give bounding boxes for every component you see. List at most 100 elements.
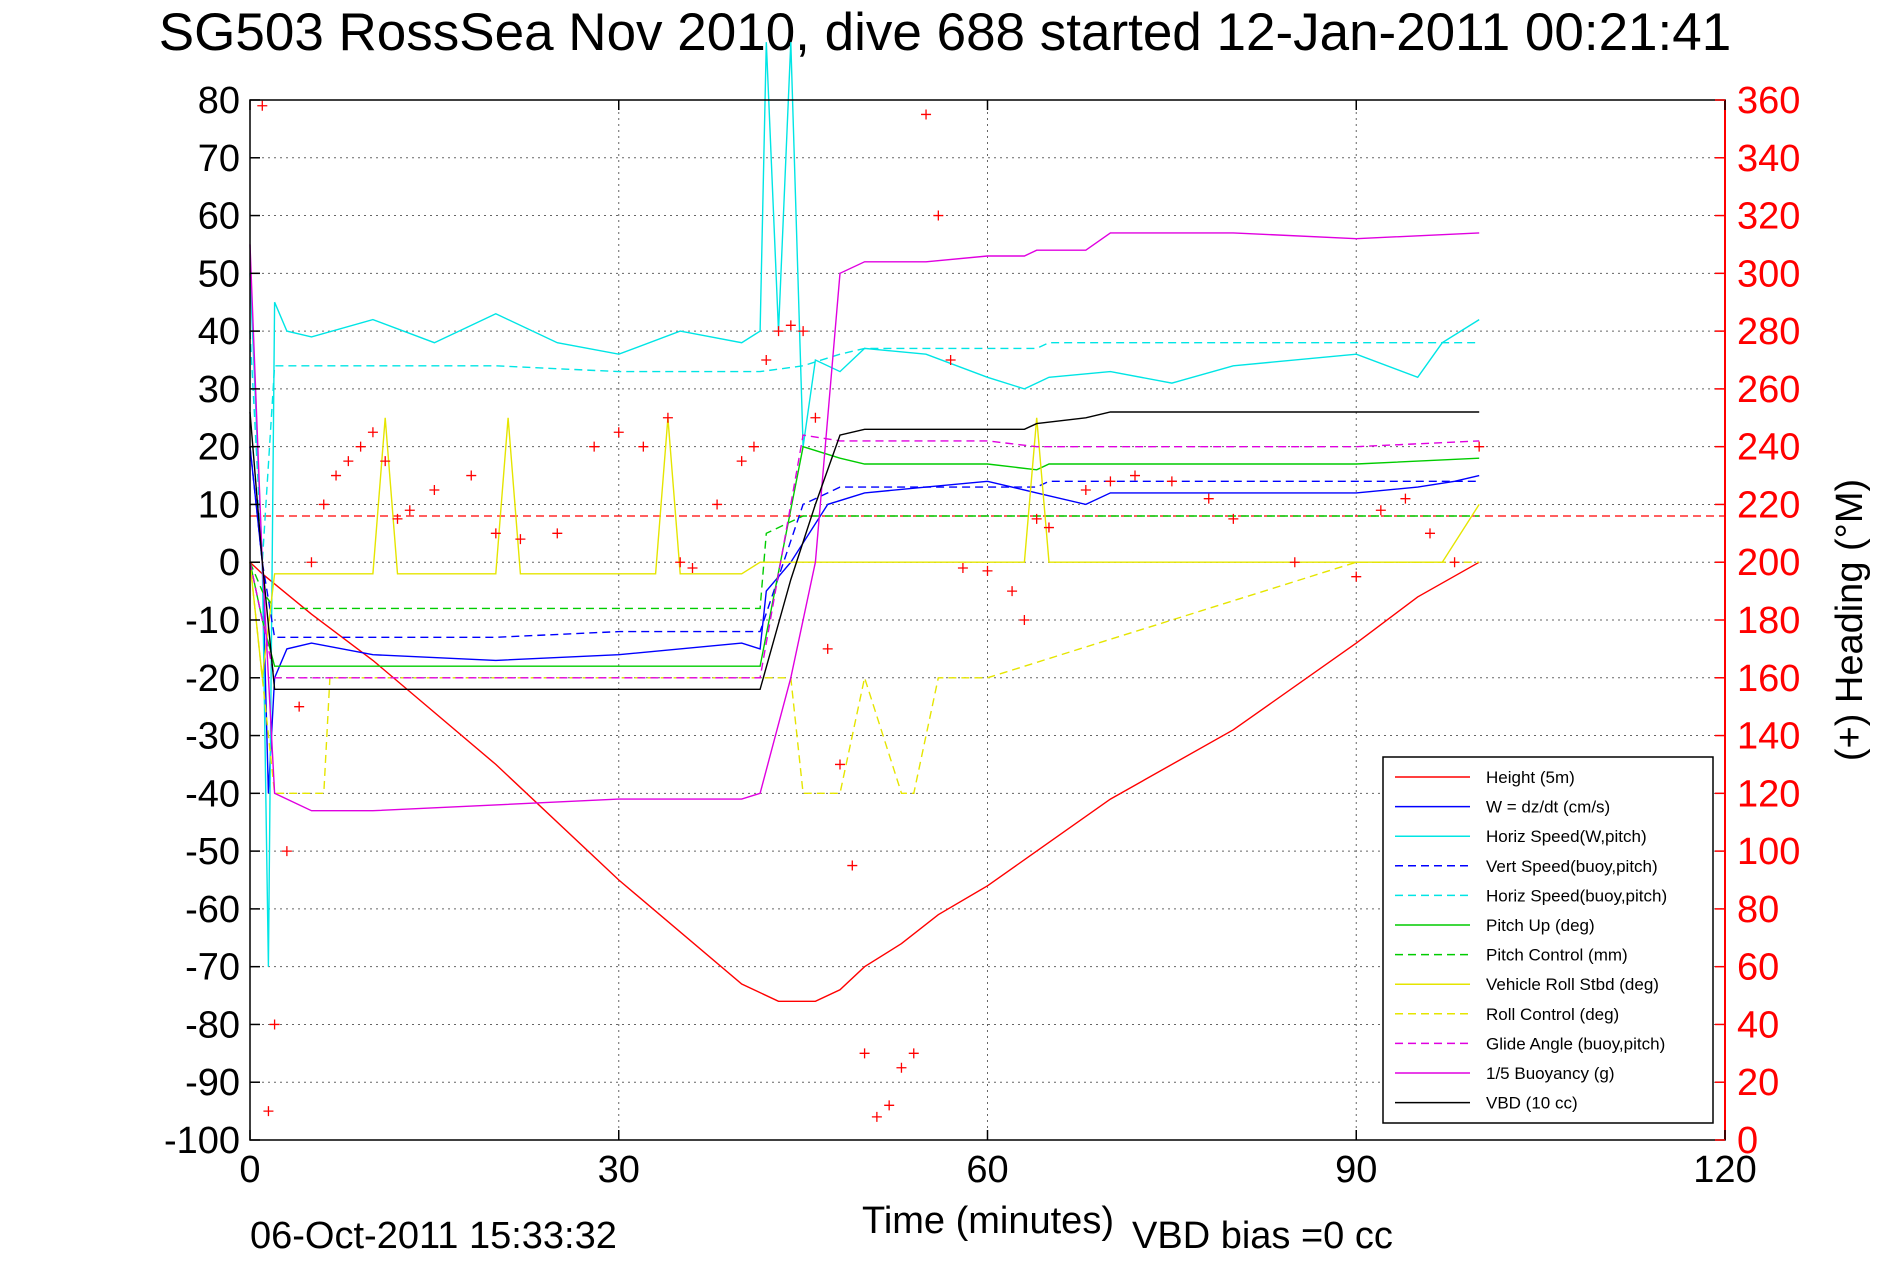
y2-tick-label: 0 xyxy=(1737,1120,1758,1162)
y2-tick-label: 100 xyxy=(1737,831,1800,873)
heading-marker xyxy=(466,470,477,481)
y2-tick-label: 60 xyxy=(1737,947,1779,989)
y2-tick-label: 20 xyxy=(1737,1062,1779,1104)
y-tick-label: -30 xyxy=(185,716,240,758)
y2-tick-label: 140 xyxy=(1737,716,1800,758)
heading-marker xyxy=(638,441,649,452)
series-line-6 xyxy=(249,445,1480,667)
heading-marker xyxy=(1007,586,1018,597)
heading-marker xyxy=(429,485,440,495)
heading-marker xyxy=(331,470,342,481)
series-layer xyxy=(249,42,1725,1122)
footer-vbd-bias: VBD bias =0 cc xyxy=(1132,1215,1393,1257)
legend-label: VBD (10 cc) xyxy=(1486,1094,1578,1113)
heading-marker xyxy=(613,427,624,438)
heading-marker xyxy=(257,100,268,111)
heading-marker xyxy=(933,210,944,221)
heading-marker xyxy=(945,355,956,365)
series-line-10 xyxy=(249,434,1480,679)
heading-marker xyxy=(908,1048,919,1059)
y2-tick-label: 280 xyxy=(1737,311,1800,353)
x-tick-label: 30 xyxy=(598,1149,640,1191)
heading-marker xyxy=(921,109,932,120)
y-tick-label: -90 xyxy=(185,1062,240,1104)
y2-tick-label: 300 xyxy=(1737,253,1800,295)
legend-label: Horiz Speed(W,pitch) xyxy=(1486,827,1647,846)
y-tick-label: 30 xyxy=(198,369,240,411)
heading-marker xyxy=(785,320,796,331)
y-tick-label: -60 xyxy=(185,889,240,931)
y2-tick-label: 340 xyxy=(1737,138,1800,180)
heading-marker xyxy=(957,563,968,573)
legend-label: Pitch Control (mm) xyxy=(1486,946,1628,965)
x-axis-label: Time (minutes) xyxy=(862,1200,1114,1242)
heading-marker xyxy=(982,565,993,576)
y2-axis-label: (+) Heading (°M) xyxy=(1829,479,1871,761)
y2-tick-label: 260 xyxy=(1737,369,1800,411)
legend-label: Glide Angle (buoy,pitch) xyxy=(1486,1034,1665,1053)
x-tick-label: 120 xyxy=(1693,1149,1756,1191)
series-line-4 xyxy=(249,446,1480,638)
legend-label: W = dz/dt (cm/s) xyxy=(1486,798,1610,817)
y-tick-label: -40 xyxy=(185,773,240,815)
heading-marker xyxy=(1130,470,1140,481)
legend-label: Pitch Up (deg) xyxy=(1486,916,1595,935)
heading-marker xyxy=(404,505,415,516)
heading-marker xyxy=(367,427,378,438)
heading-marker xyxy=(748,441,759,452)
legend-label: Horiz Speed(buoy,pitch) xyxy=(1486,886,1667,905)
y-tick-label: 60 xyxy=(198,196,240,238)
heading-marker xyxy=(835,759,845,770)
heading-marker xyxy=(380,456,391,467)
heading-marker xyxy=(871,1111,882,1122)
y-tick-label: 0 xyxy=(219,542,240,584)
legend-label: Height (5m) xyxy=(1486,768,1575,787)
series-line-8 xyxy=(249,417,1480,678)
heading-marker xyxy=(490,528,501,539)
heading-marker xyxy=(736,456,747,467)
series-line-11 xyxy=(249,232,1480,812)
y-tick-label: 80 xyxy=(198,80,240,122)
y2-tick-label: 80 xyxy=(1737,889,1779,931)
heading-marker xyxy=(859,1048,870,1059)
heading-marker xyxy=(515,534,526,545)
y2-tick-label: 120 xyxy=(1737,773,1800,815)
series-line-7 xyxy=(249,515,1480,610)
y-tick-label: -100 xyxy=(164,1120,240,1162)
chart-title: SG503 RossSea Nov 2010, dive 688 started… xyxy=(159,3,1731,62)
y-tick-label: 40 xyxy=(198,311,240,353)
y-tick-label: -70 xyxy=(185,947,240,989)
heading-marker xyxy=(1375,505,1386,516)
heading-marker xyxy=(1449,557,1460,568)
heading-marker xyxy=(306,557,317,568)
y-tick-label: 70 xyxy=(198,138,240,180)
y2-tick-label: 180 xyxy=(1737,600,1800,642)
heading-marker xyxy=(687,563,698,573)
y-tick-label: 20 xyxy=(198,427,240,469)
heading-marker xyxy=(1351,571,1362,582)
heading-marker xyxy=(884,1100,895,1111)
heading-marker xyxy=(761,355,772,365)
x-tick-label: 0 xyxy=(239,1149,260,1191)
heading-marker xyxy=(1031,513,1042,524)
heading-marker xyxy=(1400,493,1411,504)
heading-marker xyxy=(1166,476,1177,487)
heading-marker xyxy=(343,456,354,467)
heading-marker xyxy=(589,441,600,452)
heading-marker xyxy=(1043,522,1054,533)
heading-marker xyxy=(712,499,723,510)
heading-marker xyxy=(810,412,821,423)
series-line-3 xyxy=(249,42,1480,967)
y-tick-label: 10 xyxy=(198,484,240,526)
heading-marker xyxy=(1203,493,1214,504)
y2-tick-label: 240 xyxy=(1737,427,1800,469)
legend-box xyxy=(1382,756,1714,1124)
y2-tick-label: 200 xyxy=(1737,542,1800,584)
heading-marker xyxy=(798,326,809,337)
heading-marker xyxy=(281,846,292,857)
y-tick-label: -50 xyxy=(185,831,240,873)
heading-marker xyxy=(896,1062,907,1073)
heading-marker xyxy=(822,643,833,654)
heading-marker xyxy=(269,1019,280,1030)
heading-marker xyxy=(847,860,858,871)
